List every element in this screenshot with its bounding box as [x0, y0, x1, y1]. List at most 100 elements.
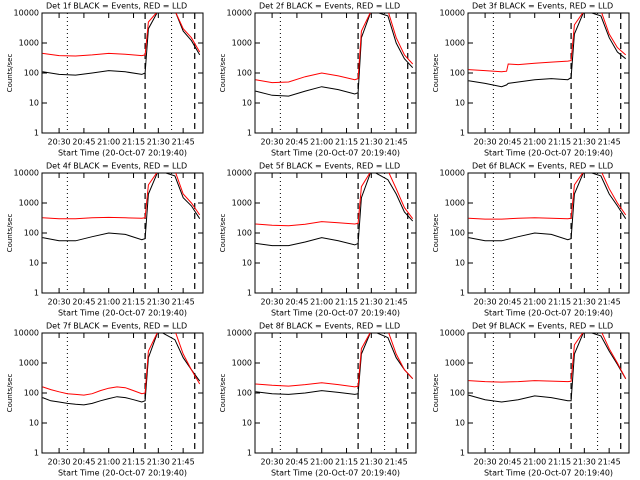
- x-tick-label: 20:45: [498, 298, 521, 307]
- y-tick-label: 1: [34, 449, 39, 458]
- y-axis-title: Counts/sec: [6, 374, 14, 413]
- chart-title: Det 6f BLACK = Events, RED = LLD: [472, 162, 613, 171]
- x-tick-label: 21:30: [573, 138, 596, 147]
- y-tick-label: 10: [242, 259, 252, 268]
- y-tick-label: 10000: [14, 9, 39, 18]
- y-tick-label: 10: [242, 99, 252, 108]
- y-tick-label: 1: [460, 289, 465, 298]
- series-line: [42, 333, 201, 406]
- x-tick-label: 21:00: [523, 298, 546, 307]
- y-axis-title: Counts/sec: [219, 374, 227, 413]
- series-line: [42, 13, 201, 76]
- y-tick-label: 10: [455, 99, 465, 108]
- series-line: [468, 173, 627, 220]
- panel: Det 2f BLACK = Events, RED = LLD Start Ti…: [219, 2, 417, 158]
- x-tick-label: 20:30: [48, 298, 71, 307]
- y-axis-title: Counts/sec: [6, 54, 14, 93]
- y-axis-title: Counts/sec: [219, 214, 227, 253]
- y-tick-label: 100: [450, 229, 465, 238]
- series-line: [255, 333, 414, 388]
- x-tick-label: 21:00: [97, 138, 120, 147]
- x-axis-title: Start Time (20-Oct-07 20:19:40): [271, 149, 400, 158]
- x-tick-label: 21:15: [335, 298, 358, 307]
- series-line: [468, 173, 627, 242]
- y-tick-label: 10000: [227, 9, 252, 18]
- plot-area: [255, 13, 414, 97]
- x-axis-title: Start Time (20-Oct-07 20:19:40): [58, 469, 187, 478]
- panel: Det 3f BLACK = Events, RED = LLD Start Ti…: [432, 2, 630, 158]
- y-tick-label: 1000: [232, 39, 252, 48]
- series-line: [255, 173, 414, 247]
- x-tick-label: 20:30: [474, 138, 497, 147]
- y-tick-label: 100: [24, 229, 39, 238]
- chart-title: Det 3f BLACK = Events, RED = LLD: [472, 2, 613, 11]
- x-tick-label: 20:30: [261, 298, 284, 307]
- y-tick-label: 10000: [440, 9, 465, 18]
- y-tick-label: 1000: [445, 359, 465, 368]
- x-tick-label: 21:00: [523, 458, 546, 467]
- x-axis-title: Start Time (20-Oct-07 20:19:40): [484, 149, 613, 158]
- x-tick-label: 21:15: [335, 138, 358, 147]
- panel: Det 7f BLACK = Events, RED = LLD Start Ti…: [6, 322, 204, 478]
- x-tick-label: 21:45: [172, 138, 195, 147]
- y-tick-label: 1: [247, 129, 252, 138]
- x-tick-label: 21:00: [97, 458, 120, 467]
- series-line: [468, 333, 627, 383]
- y-tick-label: 10: [29, 419, 39, 428]
- x-tick-label: 21:30: [360, 458, 383, 467]
- y-tick-label: 10000: [440, 329, 465, 338]
- x-tick-label: 20:45: [285, 298, 308, 307]
- y-tick-label: 1: [34, 289, 39, 298]
- y-tick-label: 1: [247, 449, 252, 458]
- y-tick-label: 1000: [19, 359, 39, 368]
- y-tick-label: 10000: [227, 329, 252, 338]
- y-tick-label: 100: [237, 69, 252, 78]
- x-tick-label: 20:45: [498, 138, 521, 147]
- y-tick-label: 10000: [14, 169, 39, 178]
- x-tick-label: 21:15: [122, 138, 145, 147]
- chart-title: Det 5f BLACK = Events, RED = LLD: [259, 162, 400, 171]
- x-tick-label: 20:30: [48, 458, 71, 467]
- x-tick-label: 21:45: [385, 458, 408, 467]
- y-axis-title: Counts/sec: [6, 214, 14, 253]
- y-tick-label: 10000: [227, 169, 252, 178]
- x-tick-label: 20:45: [72, 298, 95, 307]
- y-axis-title: Counts/sec: [432, 214, 440, 253]
- chart-title: Det 1f BLACK = Events, RED = LLD: [46, 2, 187, 11]
- y-tick-label: 1: [460, 449, 465, 458]
- y-axis-title: Counts/sec: [432, 54, 440, 93]
- plot-area: [255, 333, 414, 395]
- y-axis-title: Counts/sec: [219, 54, 227, 93]
- y-tick-label: 1000: [232, 359, 252, 368]
- x-tick-label: 21:15: [122, 458, 145, 467]
- chart-title: Det 8f BLACK = Events, RED = LLD: [259, 322, 400, 331]
- x-tick-label: 20:45: [498, 458, 521, 467]
- y-tick-label: 1000: [19, 39, 39, 48]
- x-tick-label: 21:00: [523, 138, 546, 147]
- y-tick-label: 100: [24, 389, 39, 398]
- x-tick-label: 21:15: [548, 298, 571, 307]
- chart-title: Det 9f BLACK = Events, RED = LLD: [472, 322, 613, 331]
- plot-area: [468, 173, 627, 242]
- y-tick-label: 100: [450, 69, 465, 78]
- x-tick-label: 20:30: [474, 458, 497, 467]
- plot-area: [255, 173, 414, 247]
- panel: Det 4f BLACK = Events, RED = LLD Start Ti…: [6, 162, 204, 318]
- y-tick-label: 1000: [19, 199, 39, 208]
- x-tick-label: 21:45: [172, 298, 195, 307]
- x-tick-label: 20:30: [48, 138, 71, 147]
- chart-title: Det 7f BLACK = Events, RED = LLD: [46, 322, 187, 331]
- x-tick-label: 20:45: [285, 138, 308, 147]
- series-line: [255, 333, 414, 395]
- series-line: [468, 13, 627, 88]
- panel: Det 9f BLACK = Events, RED = LLD Start Ti…: [432, 322, 630, 478]
- series-line: [468, 13, 627, 73]
- x-tick-label: 20:45: [285, 458, 308, 467]
- x-tick-label: 21:30: [360, 298, 383, 307]
- x-tick-label: 21:45: [598, 458, 621, 467]
- y-tick-label: 100: [450, 389, 465, 398]
- chart-title: Det 2f BLACK = Events, RED = LLD: [259, 2, 400, 11]
- y-tick-label: 1: [247, 289, 252, 298]
- y-tick-label: 1: [460, 129, 465, 138]
- panel: Det 1f BLACK = Events, RED = LLD Start Ti…: [6, 2, 204, 158]
